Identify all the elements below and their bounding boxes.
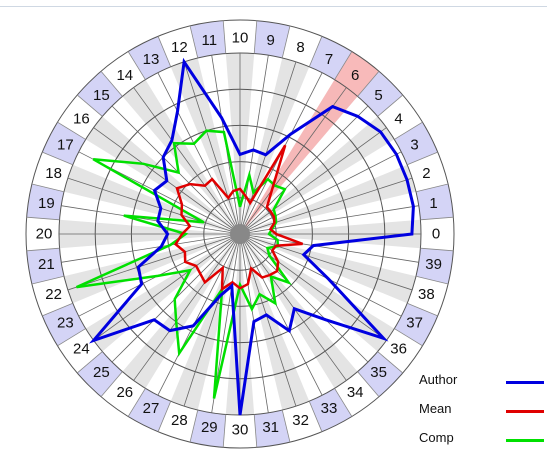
category-label-22: 22 [45,286,62,303]
category-label-17: 17 [57,137,74,154]
category-label-30: 30 [232,422,249,439]
category-label-27: 27 [143,400,160,417]
category-label-7: 7 [325,51,333,68]
category-label-32: 32 [292,412,309,429]
category-label-4: 4 [394,110,402,127]
category-label-25: 25 [93,364,110,381]
category-label-14: 14 [116,67,133,84]
category-label-20: 20 [36,226,53,243]
category-label-6: 6 [351,67,359,84]
category-label-31: 31 [262,419,279,436]
category-label-28: 28 [171,412,188,429]
legend-swatch-author [506,381,544,384]
category-label-10: 10 [232,30,249,47]
category-label-1: 1 [429,195,437,212]
legend-label-mean: Mean [419,401,452,416]
legend-swatch-mean [506,410,544,413]
category-label-29: 29 [201,419,218,436]
category-label-5: 5 [374,87,382,104]
category-label-8: 8 [296,39,304,56]
category-label-36: 36 [390,341,407,358]
category-label-18: 18 [45,165,62,182]
category-label-35: 35 [370,364,387,381]
legend-item-mean[interactable]: Mean [405,399,545,428]
category-label-11: 11 [202,32,218,49]
legend: Author Mean Comp [405,370,545,457]
category-label-13: 13 [143,51,160,68]
category-label-26: 26 [116,384,133,401]
category-label-3: 3 [410,137,418,154]
legend-item-comp[interactable]: Comp [405,428,545,457]
category-label-15: 15 [93,87,110,104]
category-label-38: 38 [418,286,435,303]
category-label-39: 39 [425,256,442,273]
category-label-37: 37 [406,315,423,332]
category-label-12: 12 [171,39,188,56]
legend-swatch-comp [506,439,544,442]
center-hub [230,224,250,244]
legend-label-comp: Comp [419,430,454,445]
legend-item-author[interactable]: Author [405,370,545,399]
category-label-16: 16 [73,110,90,127]
category-label-2: 2 [422,165,430,182]
category-label-24: 24 [73,341,90,358]
category-label-19: 19 [38,195,55,212]
category-label-9: 9 [267,32,275,49]
category-label-21: 21 [38,256,55,273]
category-label-0: 0 [432,226,440,243]
category-label-33: 33 [321,400,338,417]
category-label-34: 34 [347,384,364,401]
legend-label-author: Author [419,372,457,387]
category-label-23: 23 [57,315,74,332]
